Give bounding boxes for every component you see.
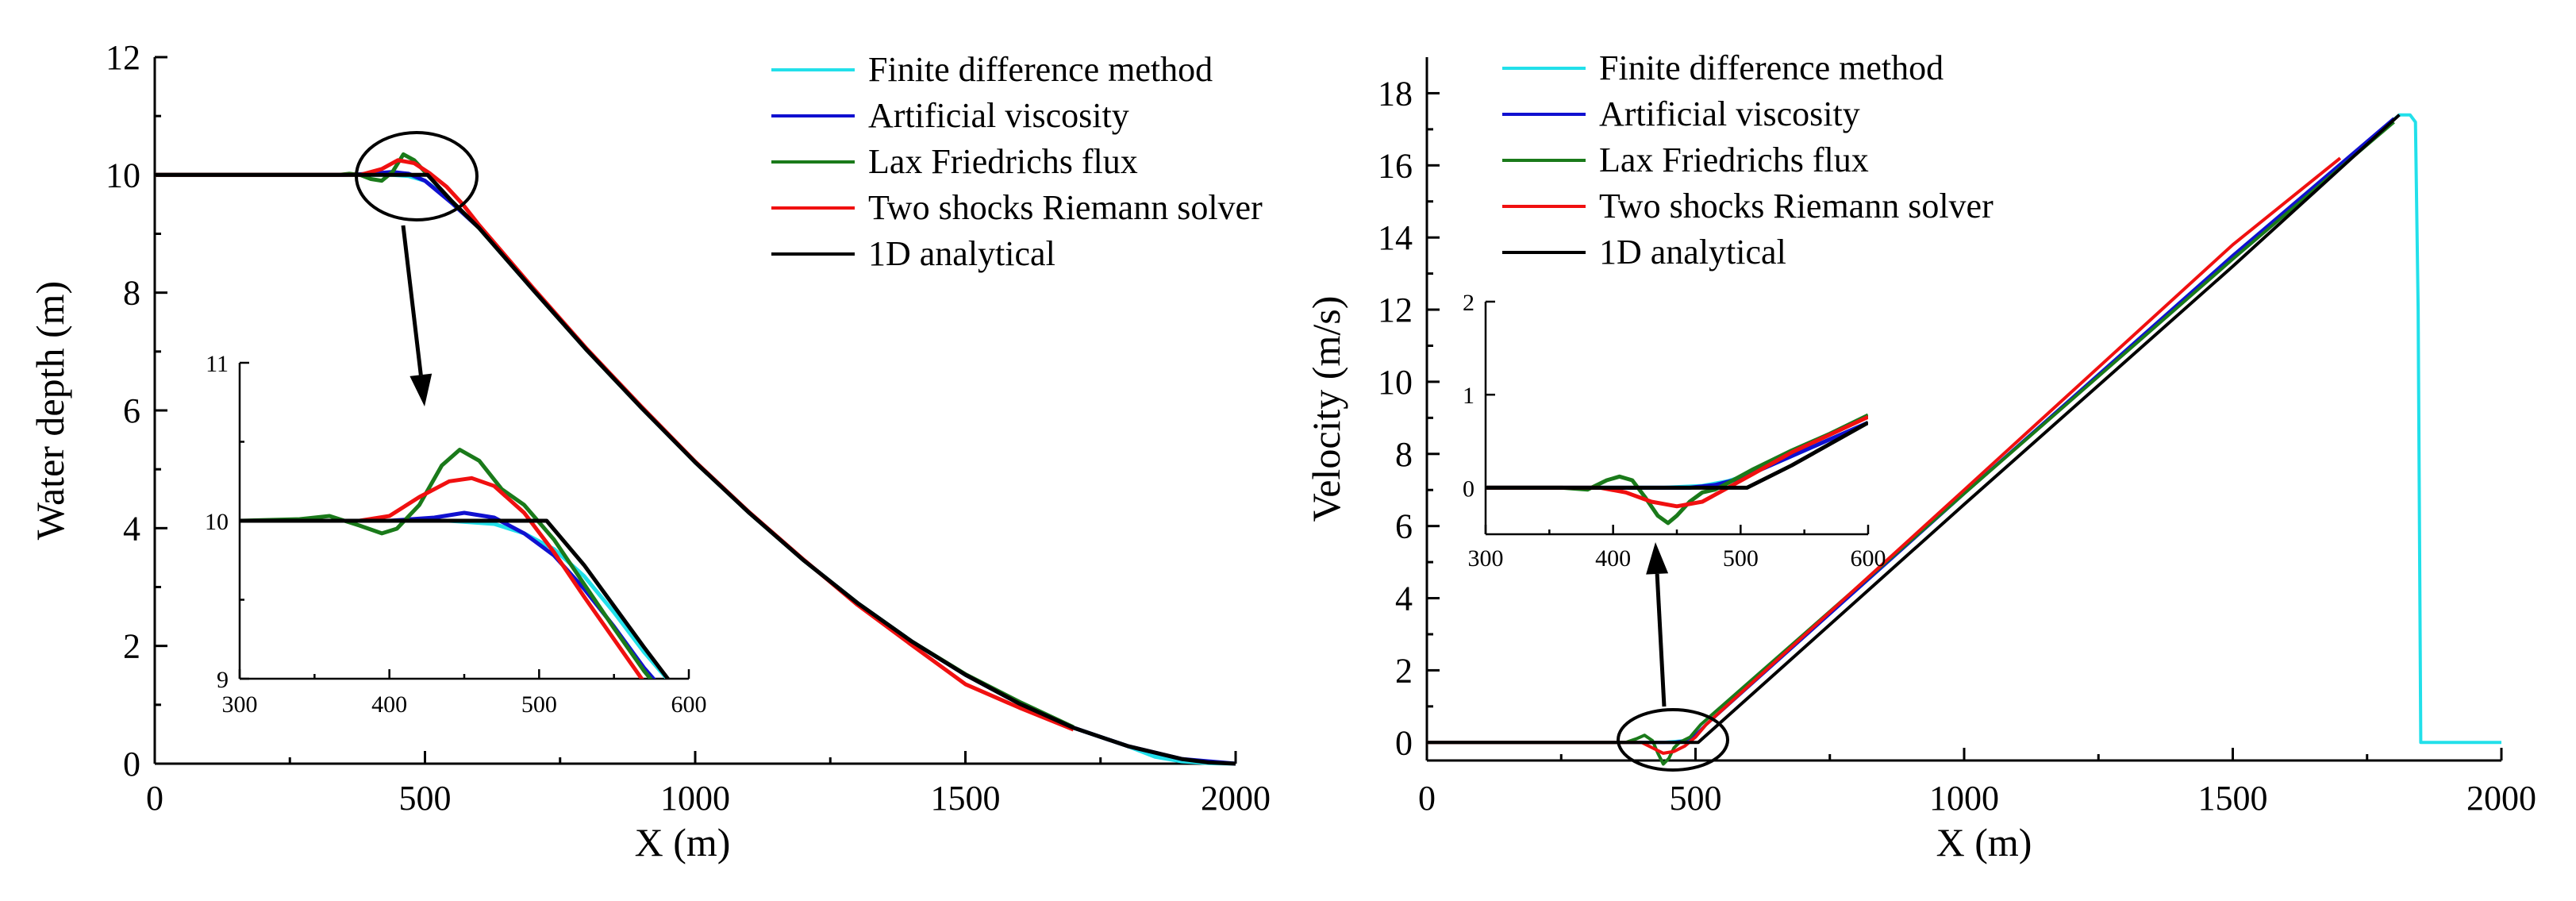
velocity-legend-label-finite-difference-method: Finite difference method	[1599, 48, 1944, 87]
velocity-inset-y-tick-label: 1	[1463, 383, 1474, 409]
velocity-inset-series-two-shocks-riemann-solver	[1486, 415, 1868, 509]
depth-y-tick-label: 10	[106, 156, 140, 194]
velocity-y-tick-label: 18	[1378, 74, 1413, 113]
velocity-legend-label-two-shocks-riemann-solver: Two shocks Riemann solver	[1599, 187, 1994, 225]
velocity-inset-y-tick-label: 0	[1463, 476, 1474, 502]
depth-legend-label-two-shocks-riemann-solver: Two shocks Riemann solver	[868, 188, 1263, 227]
depth-y-axis-label: Water depth (m)	[28, 281, 72, 540]
velocity-x-tick-label: 0	[1418, 779, 1436, 818]
velocity-zoom-arrow-head	[1646, 542, 1669, 575]
velocity-y-tick-label: 2	[1395, 651, 1413, 690]
depth-x-tick-label: 500	[399, 779, 452, 818]
depth-x-tick-label: 1500	[931, 779, 1001, 818]
velocity-legend-label-1d-analytical: 1D analytical	[1599, 233, 1786, 271]
velocity-legend-label-artificial-viscosity: Artificial viscosity	[1599, 94, 1860, 133]
velocity-x-tick-label: 1000	[1929, 779, 1999, 818]
velocity-y-tick-label: 14	[1378, 218, 1413, 257]
velocity-zoom-arrow-shaft	[1655, 573, 1667, 707]
depth-inset-x-tick-label: 400	[371, 691, 407, 718]
velocity-y-tick-label: 6	[1395, 507, 1413, 546]
depth-zoom-arrow-shaft	[401, 225, 423, 375]
velocity-x-tick-label: 500	[1670, 779, 1722, 818]
velocity-inset-series-1d-analytical	[1486, 421, 1868, 490]
velocity-inset-x-tick-label: 400	[1595, 545, 1631, 572]
depth-x-axis-label: X (m)	[635, 820, 731, 864]
velocity-x-tick-label: 2000	[2466, 779, 2536, 818]
depth-legend: Finite difference method Artificial visco…	[771, 50, 1263, 273]
depth-zoom-arrow-head	[409, 373, 433, 406]
depth-inset-y-tick-label: 9	[217, 667, 229, 693]
velocity-legend-label-lax-friedrichs-flux: Lax Friedrichs flux	[1599, 141, 1869, 179]
depth-x-tick-label: 0	[146, 779, 163, 818]
depth-series-1d-analytical	[155, 172, 1236, 766]
depth-inset-y-tick-label: 11	[206, 351, 229, 377]
depth-inset-x-tick-label: 500	[521, 691, 557, 718]
velocity-y-tick-label: 10	[1378, 363, 1413, 402]
depth-series-artificial-viscosity	[155, 170, 1236, 766]
velocity-y-tick-label: 12	[1378, 291, 1413, 329]
velocity-y-tick-label: 4	[1395, 579, 1413, 618]
depth-x-tick-label: 1000	[660, 779, 730, 818]
depth-inset-x-tick-label: 600	[671, 691, 707, 718]
depth-y-tick-label: 12	[106, 38, 140, 77]
velocity-inset-x-tick-label: 500	[1723, 545, 1759, 572]
velocity-legend: Finite difference method Artificial visco…	[1502, 48, 1994, 271]
depth-series-finite-difference-method	[155, 172, 1236, 766]
velocity-y-tick-label: 16	[1378, 146, 1413, 185]
depth-inset-series-two-shocks-riemann-solver	[240, 476, 644, 679]
depth-y-tick-label: 2	[123, 627, 140, 666]
velocity-x-tick-label: 1500	[2198, 779, 2268, 818]
velocity-inset-x-tick-label: 300	[1468, 545, 1504, 572]
velocity-y-tick-label: 0	[1395, 723, 1413, 762]
velocity-x-axis-label: X (m)	[1936, 820, 2032, 864]
velocity-series-two-shocks-riemann-solver	[1427, 156, 2342, 755]
depth-y-tick-label: 0	[123, 745, 140, 784]
depth-y-tick-label: 8	[123, 274, 140, 313]
depth-y-tick-label: 6	[123, 391, 140, 430]
velocity-series-1d-analytical	[1427, 114, 2401, 745]
velocity-inset-y-tick-label: 2	[1463, 290, 1474, 316]
depth-x-tick-label: 2000	[1201, 779, 1271, 818]
depth-legend-label-finite-difference-method: Finite difference method	[868, 50, 1213, 89]
velocity-inset-series-lax-friedrichs-flux	[1486, 413, 1868, 526]
depth-inset-y-tick-label: 10	[205, 509, 229, 535]
depth-inset-x-tick-label: 300	[222, 691, 258, 718]
velocity-y-tick-label: 8	[1395, 435, 1413, 474]
depth-y-tick-label: 4	[123, 509, 140, 548]
velocity-zoom-ellipse	[1617, 708, 1729, 772]
velocity-zoom-arrow	[1646, 542, 1669, 707]
depth-legend-label-artificial-viscosity: Artificial viscosity	[868, 96, 1129, 135]
velocity-y-axis-label: Velocity (m/s)	[1304, 296, 1348, 522]
depth-inset-series-finite-difference-method	[240, 518, 670, 679]
depth-legend-label-lax-friedrichs-flux: Lax Friedrichs flux	[868, 142, 1138, 181]
depth-inset-series-1d-analytical	[240, 518, 671, 679]
depth-inset-series-lax-friedrichs-flux	[240, 448, 653, 679]
depth-legend-label-1d-analytical: 1D analytical	[868, 234, 1055, 273]
depth-zoom-ellipse	[355, 131, 479, 221]
velocity-inset-x-tick-label: 600	[1851, 545, 1886, 572]
depth-zoom-arrow	[401, 225, 433, 406]
